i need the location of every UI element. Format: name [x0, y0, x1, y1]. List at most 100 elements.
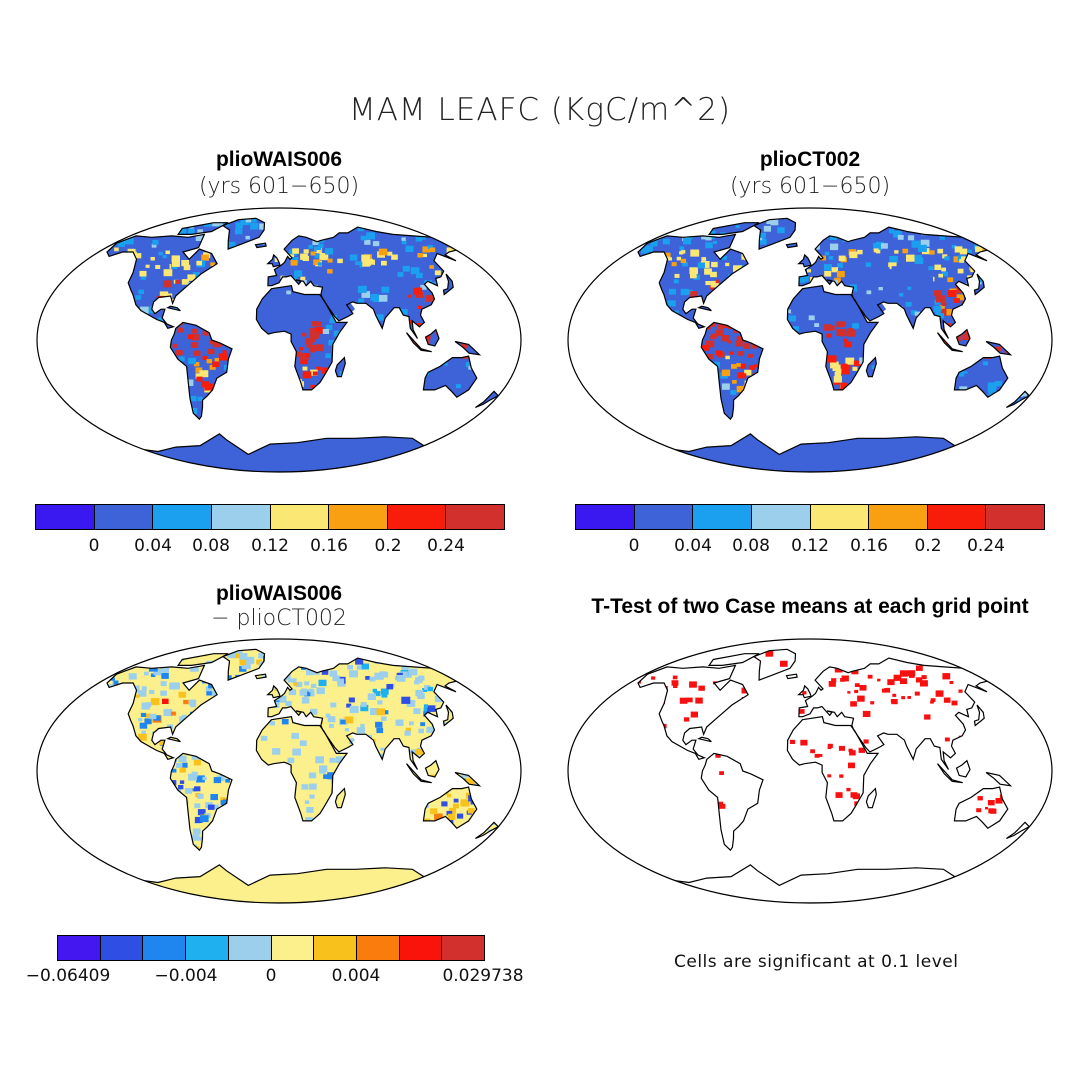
grid-cell: [814, 293, 822, 300]
grid-cell: [350, 292, 359, 299]
land-antarctica: [124, 433, 428, 472]
grid-cell: [202, 330, 209, 336]
grid-cell: [413, 708, 421, 714]
grid-cell: [722, 255, 727, 260]
grid-cell: [833, 376, 842, 383]
grid-cell: [716, 801, 724, 807]
grid-cell: [735, 340, 743, 347]
map-border: [36, 207, 522, 473]
grid-cell: [988, 392, 994, 397]
grid-cell: [911, 240, 921, 248]
grid-cell: [382, 271, 389, 277]
grid-cell: [702, 345, 710, 351]
grid-cell: [704, 268, 712, 275]
colorbar-1-tick: 0: [88, 536, 100, 556]
grid-cell: [871, 365, 876, 369]
grid-cell: [949, 681, 954, 684]
grid-cell: [113, 680, 119, 685]
land-africa: [256, 716, 347, 821]
grid-cell: [934, 264, 942, 270]
grid-cell: [360, 702, 367, 707]
grid-cell: [194, 803, 201, 809]
grid-cell: [178, 785, 184, 790]
colorbar-3-tick: 0.004: [331, 966, 381, 986]
coastline-sumatra-java: [937, 332, 963, 353]
grid-cell: [144, 671, 149, 676]
grid-cell: [422, 688, 428, 692]
grid-cell: [944, 737, 950, 742]
grid-cell: [860, 294, 868, 300]
colorbar-2-tick: 0.12: [791, 536, 829, 556]
grid-cell: [725, 355, 730, 360]
grid-cell: [110, 677, 115, 681]
grid-cell: [892, 693, 897, 697]
grid-cell: [858, 290, 864, 295]
grid-cell: [139, 722, 148, 729]
coastline-iceland: [785, 673, 798, 680]
grid-cell: [852, 313, 861, 321]
coastline-north-america: [106, 233, 218, 329]
grid-cell: [859, 685, 867, 691]
grid-cell: [838, 745, 845, 751]
grid-cell: [369, 265, 377, 272]
grid-cell: [188, 357, 196, 365]
grid-cell: [153, 669, 162, 676]
map-border: [567, 207, 1053, 473]
land-greenland: [754, 649, 796, 681]
grid-cell: [834, 309, 841, 315]
grid-cell: [789, 739, 796, 744]
grid-cell: [683, 717, 690, 722]
grid-cell: [301, 784, 309, 790]
grid-cell: [213, 777, 222, 784]
grid-cell: [150, 673, 156, 677]
grid-cell: [465, 361, 473, 368]
grid-cell: [260, 735, 268, 741]
grid-cell: [209, 364, 216, 370]
grid-cell: [409, 721, 414, 726]
grid-cell: [196, 775, 205, 783]
colorbar-2-tick: 0.2: [914, 536, 942, 556]
grid-cell: [134, 253, 142, 259]
grid-cell: [973, 380, 981, 386]
grid-cell: [194, 786, 201, 792]
grid-cell: [839, 774, 844, 778]
grid-cell: [314, 327, 323, 334]
grid-cell: [260, 294, 269, 302]
coastline-madagascar: [865, 356, 877, 378]
grid-cell: [175, 349, 183, 356]
grid-cell: [843, 338, 848, 342]
grid-cell: [321, 367, 330, 374]
grid-cell: [315, 756, 324, 764]
grid-cell: [398, 309, 408, 317]
grid-cell: [927, 276, 933, 282]
coastline-arctic-islands: [707, 653, 760, 666]
grid-cell: [818, 754, 823, 757]
grid-cell: [162, 255, 167, 259]
grid-cell: [272, 748, 281, 755]
grid-cell: [683, 238, 692, 245]
grid-cell: [344, 310, 352, 317]
grid-cell: [189, 395, 197, 402]
grid-cell: [957, 268, 964, 274]
coastline-eurasia: [798, 657, 993, 770]
coastline-south-america: [169, 321, 233, 421]
grid-cell: [282, 294, 289, 300]
grid-cell: [195, 367, 203, 373]
grid-cell: [857, 249, 863, 255]
grid-cell: [391, 254, 398, 260]
grid-cell: [179, 767, 186, 773]
grid-cell: [352, 265, 360, 271]
grid-cell: [690, 291, 698, 298]
grid-cell: [149, 221, 155, 226]
grid-cell: [941, 267, 946, 272]
grid-cell: [763, 225, 771, 232]
grid-cell: [710, 333, 717, 339]
grid-cell: [380, 688, 389, 695]
colorbar-1-tick: 0.04: [134, 536, 172, 556]
grid-cell: [177, 228, 187, 236]
grid-cell: [891, 266, 898, 272]
grid-cell: [191, 334, 200, 341]
grid-cell: [274, 314, 281, 319]
grid-cell: [381, 260, 387, 266]
grid-cell: [306, 668, 315, 676]
